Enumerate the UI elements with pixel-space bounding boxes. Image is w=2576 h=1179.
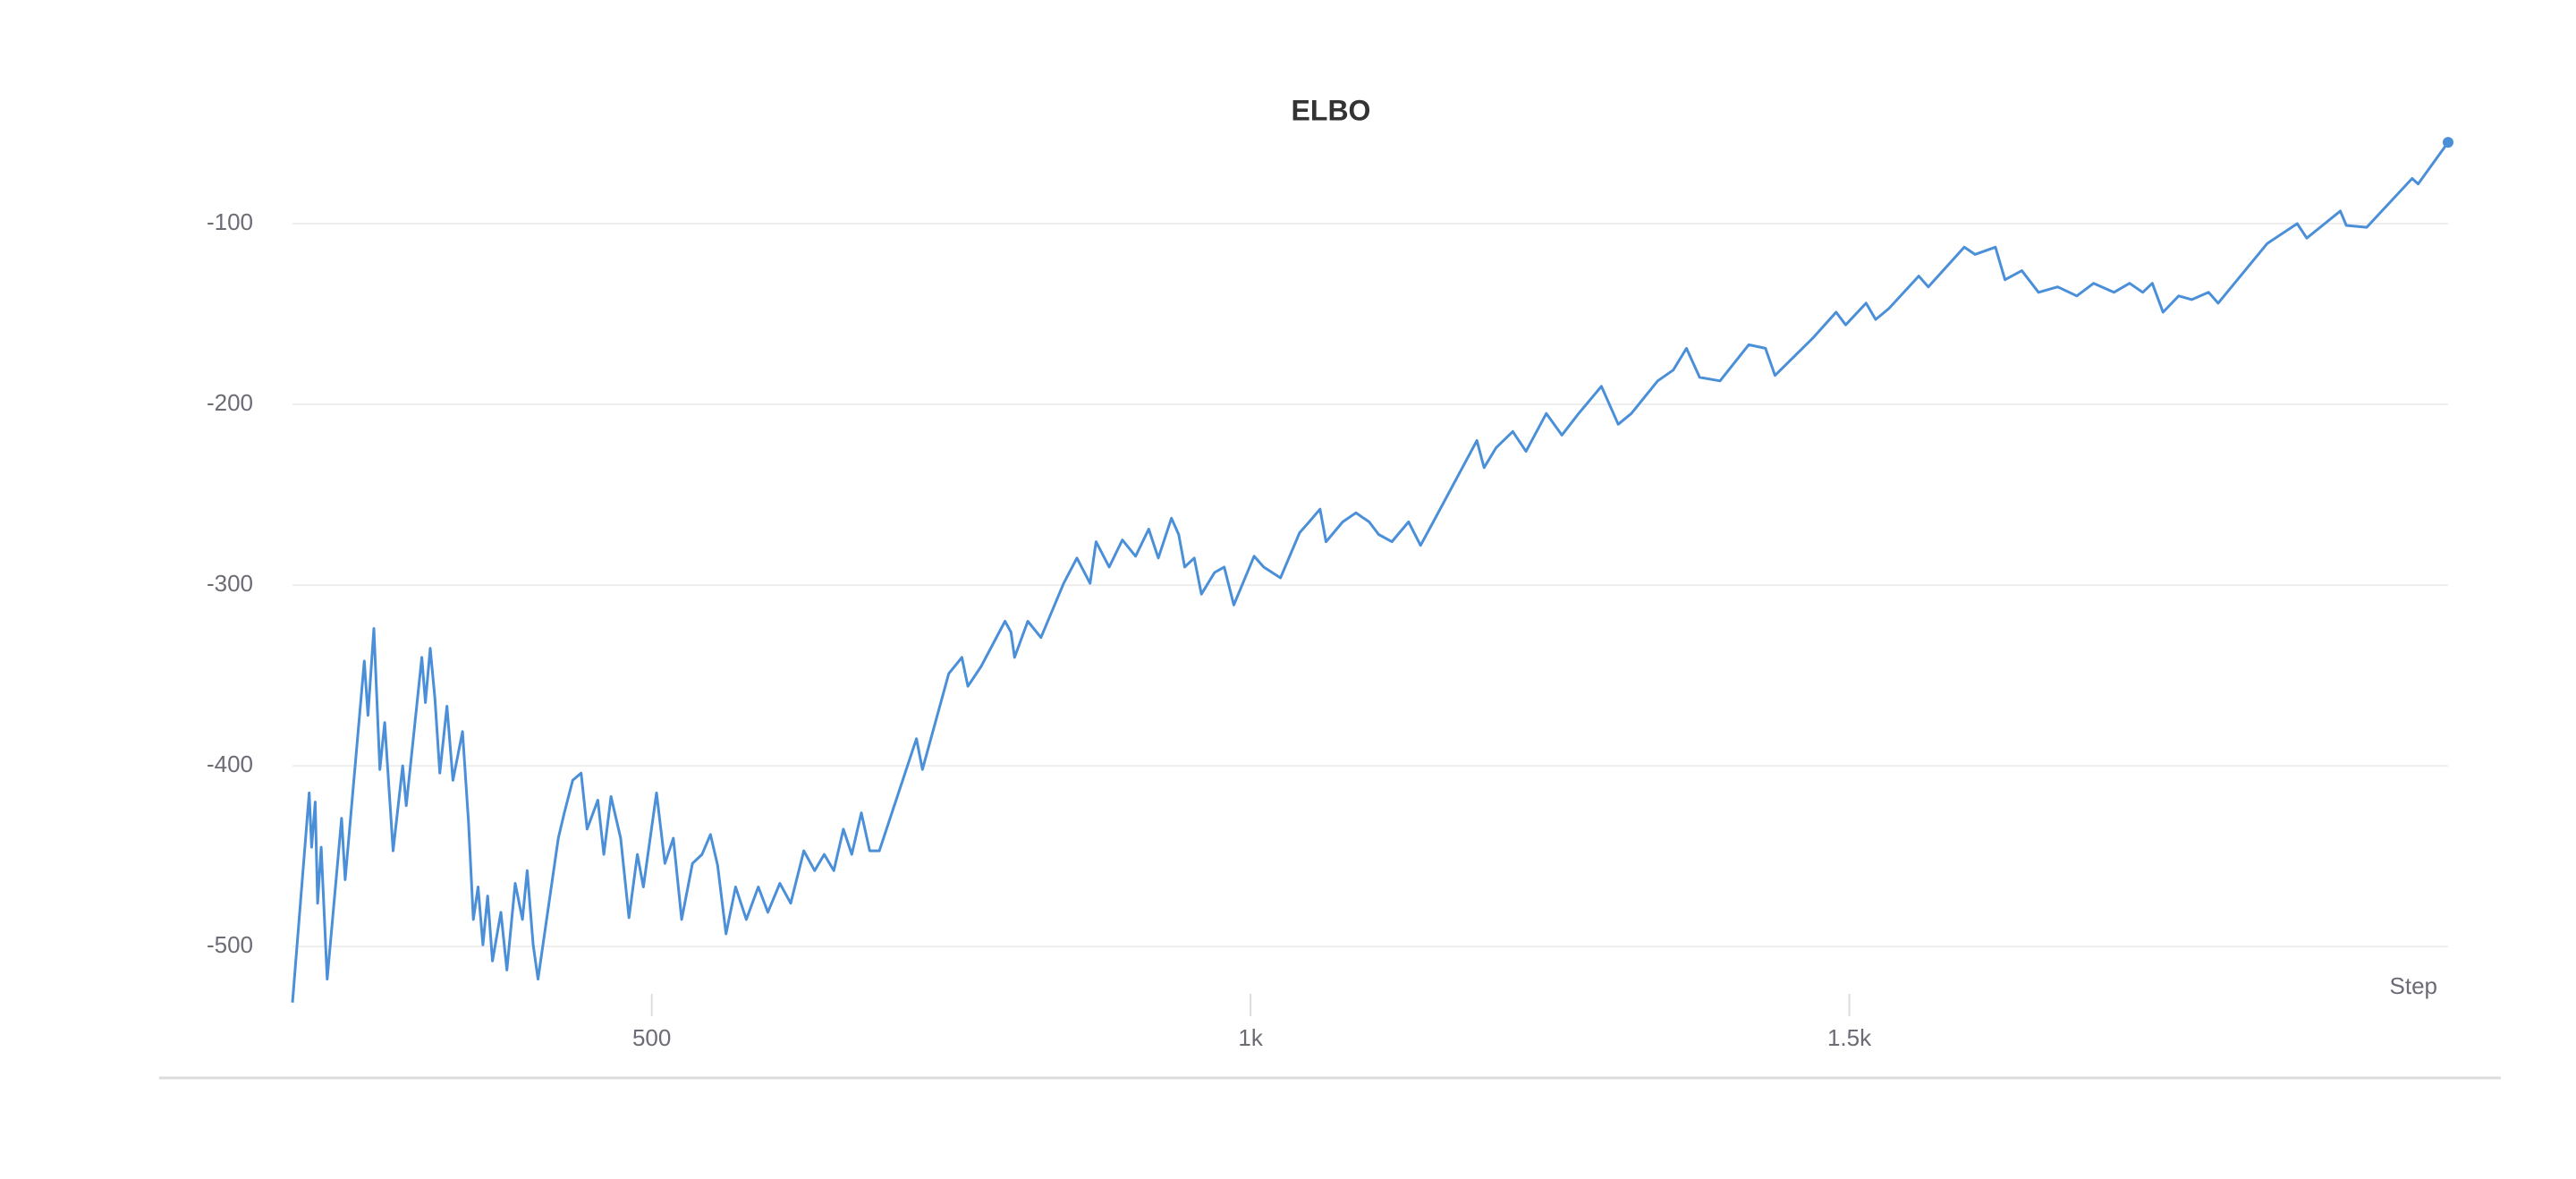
- end-point: [2443, 137, 2453, 148]
- x-axis-label: Step: [2390, 972, 2438, 999]
- y-tick-label: -300: [207, 570, 253, 597]
- x-tick-label: 500: [632, 1024, 671, 1051]
- y-tick-label: -500: [207, 931, 253, 958]
- x-tick-label: 1.5k: [1827, 1024, 1872, 1051]
- y-tick-label: -200: [207, 389, 253, 416]
- y-tick-label: -400: [207, 751, 253, 777]
- chart-title: ELBO: [1292, 94, 1371, 126]
- line-series: [291, 141, 2450, 1003]
- x-tick-label: 1k: [1238, 1024, 1263, 1051]
- y-tick-label: -100: [207, 208, 253, 235]
